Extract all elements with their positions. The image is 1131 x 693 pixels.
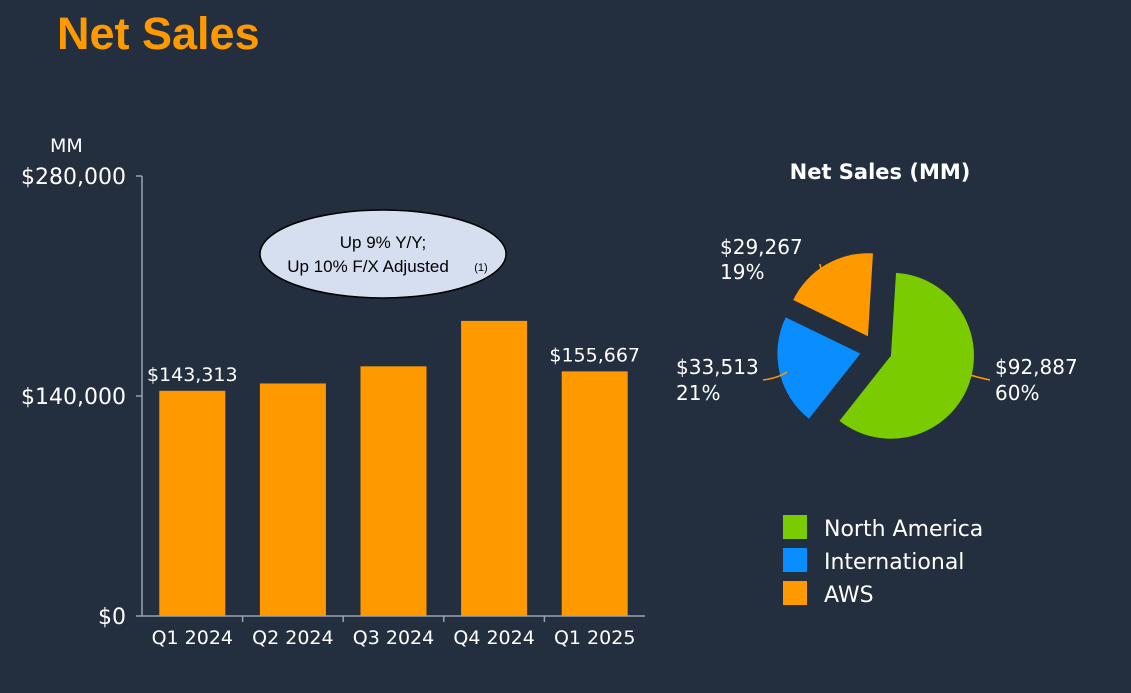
bar-q1-2025 xyxy=(561,371,628,616)
bar-chart: MM $0 $140,000 $280,000 $143,313 $155,667 Q… xyxy=(21,135,645,649)
legend-swatch-international xyxy=(783,548,807,572)
legend-label-aws: AWS xyxy=(824,583,874,608)
x-tick-label: Q2 2024 xyxy=(252,627,333,649)
page-title: Net Sales xyxy=(57,8,260,59)
bar-data-label: $155,667 xyxy=(549,344,640,366)
bar-q1-2024 xyxy=(159,390,226,616)
growth-callout: Up 9% Y/Y; Up 10% F/X Adjusted (1) xyxy=(259,209,507,299)
bar-q3-2024 xyxy=(360,366,427,616)
pie-slice-aws xyxy=(793,253,873,337)
north-america-leader-line xyxy=(969,374,991,381)
bar-data-labels: $143,313 $155,667 xyxy=(147,344,640,385)
international-percent-label: 21% xyxy=(676,381,720,405)
aws-value-label: $29,267 xyxy=(720,235,803,259)
legend-label-international: International xyxy=(824,550,964,575)
legend-label-north-america: North America xyxy=(824,517,983,542)
pie-chart: Net Sales (MM) $29,267 19% $33,513 21% $… xyxy=(676,160,1078,608)
y-ticks: $0 $140,000 $280,000 xyxy=(21,165,142,630)
y-tick-label: $280,000 xyxy=(21,165,126,190)
legend-swatch-aws xyxy=(783,581,807,605)
x-tick-label: Q3 2024 xyxy=(353,627,434,649)
north-america-value-label: $92,887 xyxy=(995,355,1078,379)
callout-line-1: Up 9% Y/Y; xyxy=(340,233,426,252)
y-unit-label: MM xyxy=(50,135,83,157)
north-america-percent-label: 60% xyxy=(995,381,1039,405)
international-leader-line xyxy=(762,371,788,381)
pie-slice-north-america xyxy=(839,272,974,439)
international-value-label: $33,513 xyxy=(676,355,759,379)
pie-legend: North America International AWS xyxy=(783,515,983,608)
aws-percent-label: 19% xyxy=(720,260,764,284)
legend-swatch-north-america xyxy=(783,515,807,539)
x-tick-label: Q1 2025 xyxy=(554,627,635,649)
bar-data-label: $143,313 xyxy=(147,364,238,386)
callout-line-2: Up 10% F/X Adjusted xyxy=(287,257,449,276)
y-tick-label: $0 xyxy=(98,605,126,630)
y-tick-label: $140,000 xyxy=(21,385,126,410)
callout-footnote: (1) xyxy=(474,262,487,274)
bar-q2-2024 xyxy=(259,383,326,616)
pie-slices xyxy=(777,253,974,439)
pie-title: Net Sales (MM) xyxy=(790,160,971,184)
pie-slice-international xyxy=(777,317,861,419)
pie-leader-lines xyxy=(762,263,991,381)
callout-bubble xyxy=(259,209,507,299)
x-tick-label: Q4 2024 xyxy=(453,627,534,649)
aws-leader-line xyxy=(819,263,829,277)
bars xyxy=(159,320,628,616)
pie-slice-labels: $29,267 19% $33,513 21% $92,887 60% xyxy=(676,235,1078,405)
x-ticks: Q1 2024 Q2 2024 Q3 2024 Q4 2024 Q1 2025 xyxy=(152,616,635,649)
bar-q4-2024 xyxy=(461,320,528,616)
x-tick-label: Q1 2024 xyxy=(152,627,233,649)
